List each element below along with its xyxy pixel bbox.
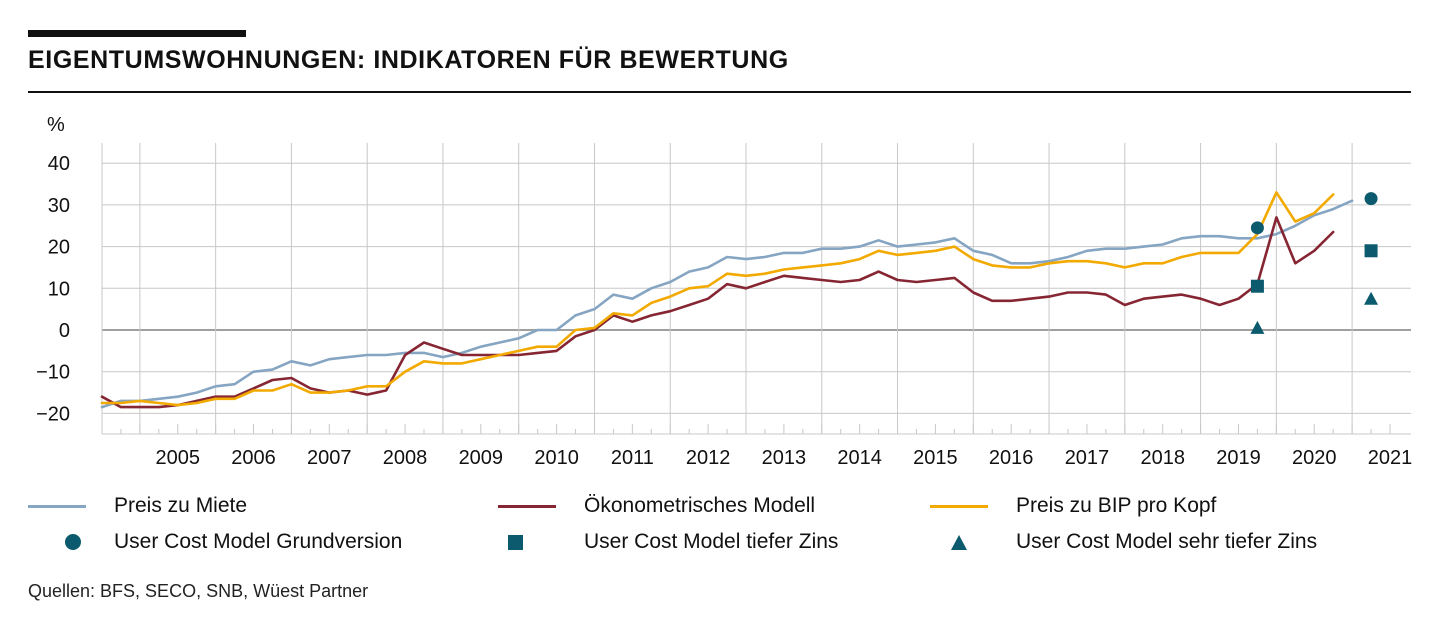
x-tick-label: 2009 — [459, 447, 504, 469]
legend-label-ucm-sehr-tief: User Cost Model sehr tiefer Zins — [1016, 530, 1318, 553]
y-tick-label: 40 — [48, 153, 70, 175]
legend-item-preis-zu-miete: Preis zu Miete — [28, 494, 247, 518]
x-tick-label: 2015 — [913, 447, 958, 469]
marker-ucm_tief — [1250, 279, 1264, 293]
circle-marker-icon — [65, 534, 81, 550]
y-tick-label: 0 — [59, 320, 70, 342]
x-tick-label: 2013 — [762, 447, 807, 469]
x-tick-label: 2008 — [383, 447, 428, 469]
marker-ucm_grund — [1250, 221, 1264, 235]
x-tick-label: 2016 — [989, 447, 1034, 469]
legend-line-oekonometrisch — [498, 504, 556, 508]
y-tick-label: 20 — [48, 237, 70, 259]
legend-label-bip: Preis zu BIP pro Kopf — [1016, 494, 1217, 517]
y-tick-label: −20 — [36, 403, 70, 425]
chart-title: EIGENTUMSWOHNUNGEN: INDIKATOREN FÜR BEWE… — [28, 46, 789, 74]
title-rule — [28, 91, 1411, 93]
x-tick-label: 2010 — [534, 447, 579, 469]
x-tick-label: 2021 — [1368, 447, 1413, 469]
title-accent-bar — [28, 30, 246, 37]
x-tick-label: 2020 — [1292, 447, 1337, 469]
x-tick-label: 2019 — [1216, 447, 1261, 469]
marker-ucm_tief — [1364, 244, 1378, 258]
source-note: Quellen: BFS, SECO, SNB, Wüest Partner — [28, 581, 369, 601]
grid — [101, 143, 1411, 435]
x-tick-label: 2011 — [611, 447, 654, 469]
legend-label-oekonometrisch: Ökonometrisches Modell — [584, 494, 816, 517]
square-marker-icon — [508, 534, 523, 550]
x-tick-label: 2014 — [837, 447, 882, 469]
marker-ucm_grund — [1364, 192, 1378, 206]
legend-item-ucm-tiefer-zins: User Cost Model tiefer Zins — [498, 530, 838, 554]
legend-item-ucm-sehr-tiefer-zins: User Cost Model sehr tiefer Zins — [930, 530, 1317, 554]
legend-line-miete — [28, 504, 86, 508]
x-tick-label: 2017 — [1065, 447, 1110, 469]
series-line-miete — [100, 199, 1354, 409]
legend: Preis zu Miete Ökonometrisches Modell Pr… — [28, 494, 1411, 574]
x-tick-label: 2007 — [307, 447, 352, 469]
legend-label-ucm-tief: User Cost Model tiefer Zins — [584, 530, 839, 553]
y-axis-label: % — [47, 114, 65, 136]
series-line-bip — [100, 191, 1335, 407]
legend-label-miete: Preis zu Miete — [114, 494, 248, 517]
legend-item-preis-zu-bip: Preis zu BIP pro Kopf — [930, 494, 1216, 518]
marker-ucm_sehr_tief — [1364, 291, 1379, 305]
x-tick-label: 2018 — [1140, 447, 1185, 469]
legend-item-ucm-grundversion: User Cost Model Grundversion — [28, 530, 402, 554]
y-tick-label: 10 — [48, 278, 70, 300]
series-lines — [100, 191, 1354, 409]
legend-label-ucm-grund: User Cost Model Grundversion — [114, 530, 403, 553]
x-tick-label: 2005 — [156, 447, 201, 469]
marker-ucm_sehr_tief — [1250, 320, 1265, 334]
x-tick-label: 2006 — [231, 447, 276, 469]
x-tick-label: 2012 — [686, 447, 731, 469]
y-tick-label: −10 — [36, 362, 70, 384]
series-line-oekonometrisch — [100, 216, 1335, 409]
triangle-marker-icon — [951, 534, 967, 550]
y-tick-label: 30 — [48, 195, 70, 217]
user-cost-model-markers — [1250, 192, 1379, 334]
legend-line-bip — [930, 504, 988, 508]
legend-item-oekonometrisches-modell: Ökonometrisches Modell — [498, 494, 815, 518]
